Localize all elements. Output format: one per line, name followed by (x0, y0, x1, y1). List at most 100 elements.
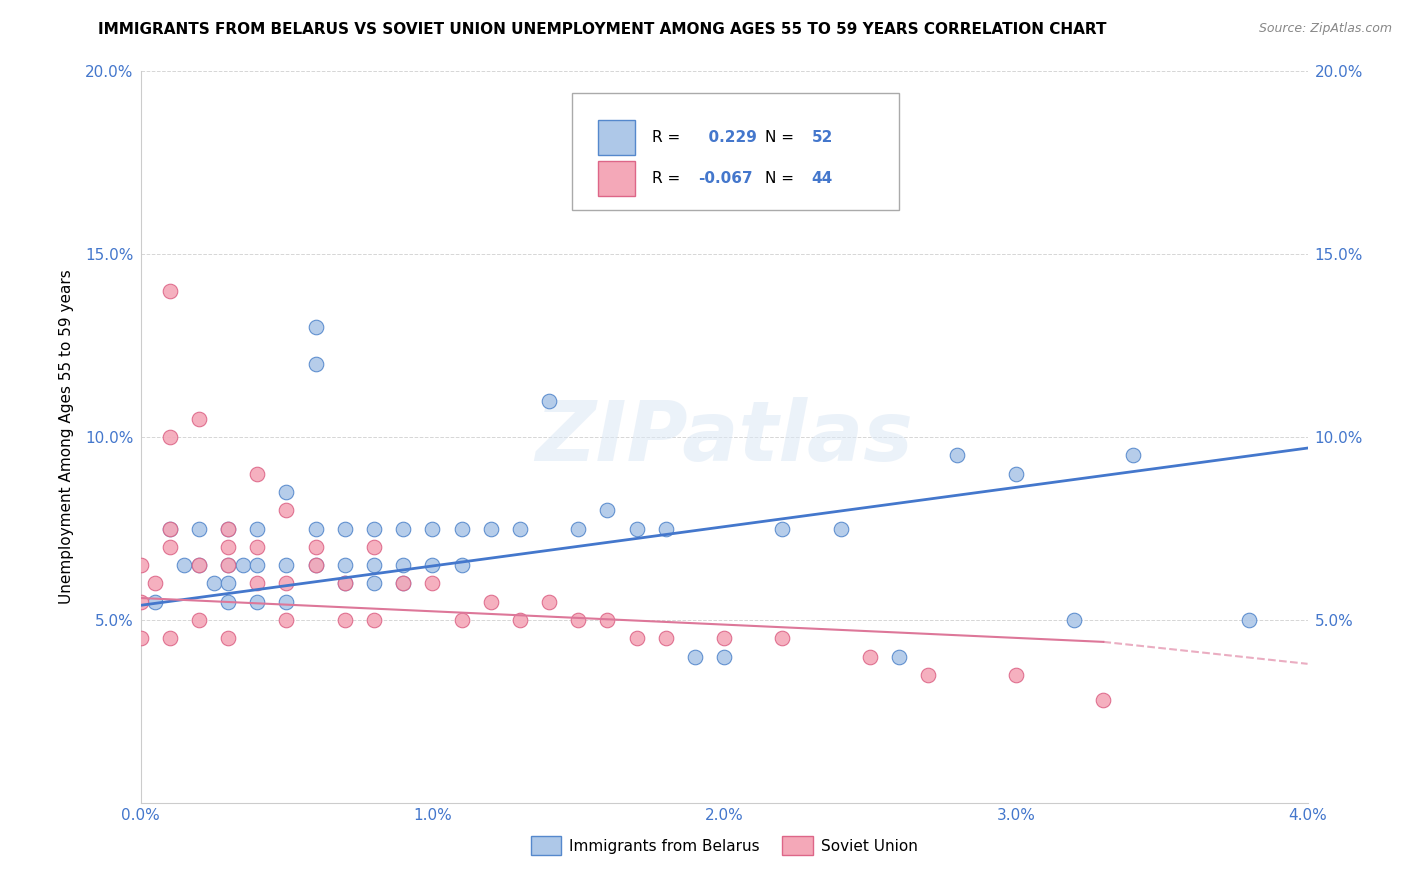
Point (1063, 613, 1085, 627)
Point (246, 521, 269, 535)
Point (538, 393, 561, 408)
Point (188, 613, 211, 627)
Point (159, 540, 181, 554)
Point (479, 594, 502, 608)
Point (143, 594, 166, 608)
Point (479, 521, 502, 535)
Point (392, 558, 415, 573)
Point (129, 558, 152, 573)
Point (188, 412, 211, 426)
Text: R =: R = (652, 130, 681, 145)
Point (333, 558, 356, 573)
Point (538, 594, 561, 608)
Point (333, 521, 356, 535)
Point (450, 521, 472, 535)
Point (217, 521, 239, 535)
Point (567, 521, 589, 535)
Point (276, 558, 298, 573)
Point (333, 613, 356, 627)
Point (188, 558, 211, 573)
Point (305, 320, 328, 334)
FancyBboxPatch shape (598, 120, 636, 155)
Point (917, 667, 939, 681)
Point (188, 521, 211, 535)
Point (246, 540, 269, 554)
FancyBboxPatch shape (572, 94, 900, 211)
Point (276, 594, 298, 608)
Point (1092, 693, 1115, 707)
Point (392, 521, 415, 535)
Point (246, 558, 269, 573)
Point (217, 594, 239, 608)
Text: 44: 44 (811, 170, 832, 186)
Point (422, 558, 444, 573)
Point (276, 576, 298, 591)
Point (159, 521, 181, 535)
Point (1005, 667, 1028, 681)
Point (217, 540, 239, 554)
Point (946, 448, 969, 462)
Point (246, 576, 269, 591)
Point (596, 613, 619, 627)
Text: Source: ZipAtlas.com: Source: ZipAtlas.com (1258, 22, 1392, 36)
Point (772, 632, 794, 646)
Point (1239, 613, 1261, 627)
Point (422, 521, 444, 535)
Text: N =: N = (765, 170, 794, 186)
Point (276, 613, 298, 627)
Point (217, 558, 239, 573)
Point (305, 558, 328, 573)
Y-axis label: Unemployment Among Ages 55 to 59 years: Unemployment Among Ages 55 to 59 years (59, 269, 75, 605)
Point (830, 521, 852, 535)
Point (363, 540, 385, 554)
Point (232, 558, 254, 573)
Point (159, 430, 181, 444)
Point (333, 576, 356, 591)
Point (188, 558, 211, 573)
Point (305, 558, 328, 573)
Point (392, 576, 415, 591)
Point (217, 632, 239, 646)
Point (655, 521, 678, 535)
Point (567, 613, 589, 627)
Point (276, 503, 298, 517)
Point (363, 521, 385, 535)
Point (1122, 448, 1144, 462)
Point (422, 576, 444, 591)
Legend: Immigrants from Belarus, Soviet Union: Immigrants from Belarus, Soviet Union (524, 830, 924, 861)
Point (626, 521, 648, 535)
Point (246, 594, 269, 608)
Point (217, 576, 239, 591)
Text: IMMIGRANTS FROM BELARUS VS SOVIET UNION UNEMPLOYMENT AMONG AGES 55 TO 59 YEARS C: IMMIGRANTS FROM BELARUS VS SOVIET UNION … (98, 22, 1107, 37)
Point (1005, 467, 1028, 481)
Point (859, 649, 882, 664)
Point (305, 540, 328, 554)
Point (159, 632, 181, 646)
Point (363, 576, 385, 591)
Point (143, 576, 166, 591)
Point (173, 558, 195, 573)
Text: N =: N = (765, 130, 794, 145)
Point (509, 613, 531, 627)
Point (129, 594, 152, 608)
Point (217, 521, 239, 535)
Text: -0.067: -0.067 (699, 170, 754, 186)
Point (683, 649, 706, 664)
Text: 52: 52 (811, 130, 832, 145)
Point (305, 521, 328, 535)
Point (772, 521, 794, 535)
Point (450, 613, 472, 627)
Text: R =: R = (652, 170, 681, 186)
Point (655, 632, 678, 646)
Point (159, 521, 181, 535)
FancyBboxPatch shape (598, 161, 636, 195)
Point (246, 467, 269, 481)
Point (202, 576, 225, 591)
Point (713, 632, 735, 646)
Point (742, 192, 765, 206)
Text: 0.229: 0.229 (699, 130, 758, 145)
Point (392, 576, 415, 591)
Point (889, 649, 911, 664)
Point (363, 558, 385, 573)
Point (713, 649, 735, 664)
